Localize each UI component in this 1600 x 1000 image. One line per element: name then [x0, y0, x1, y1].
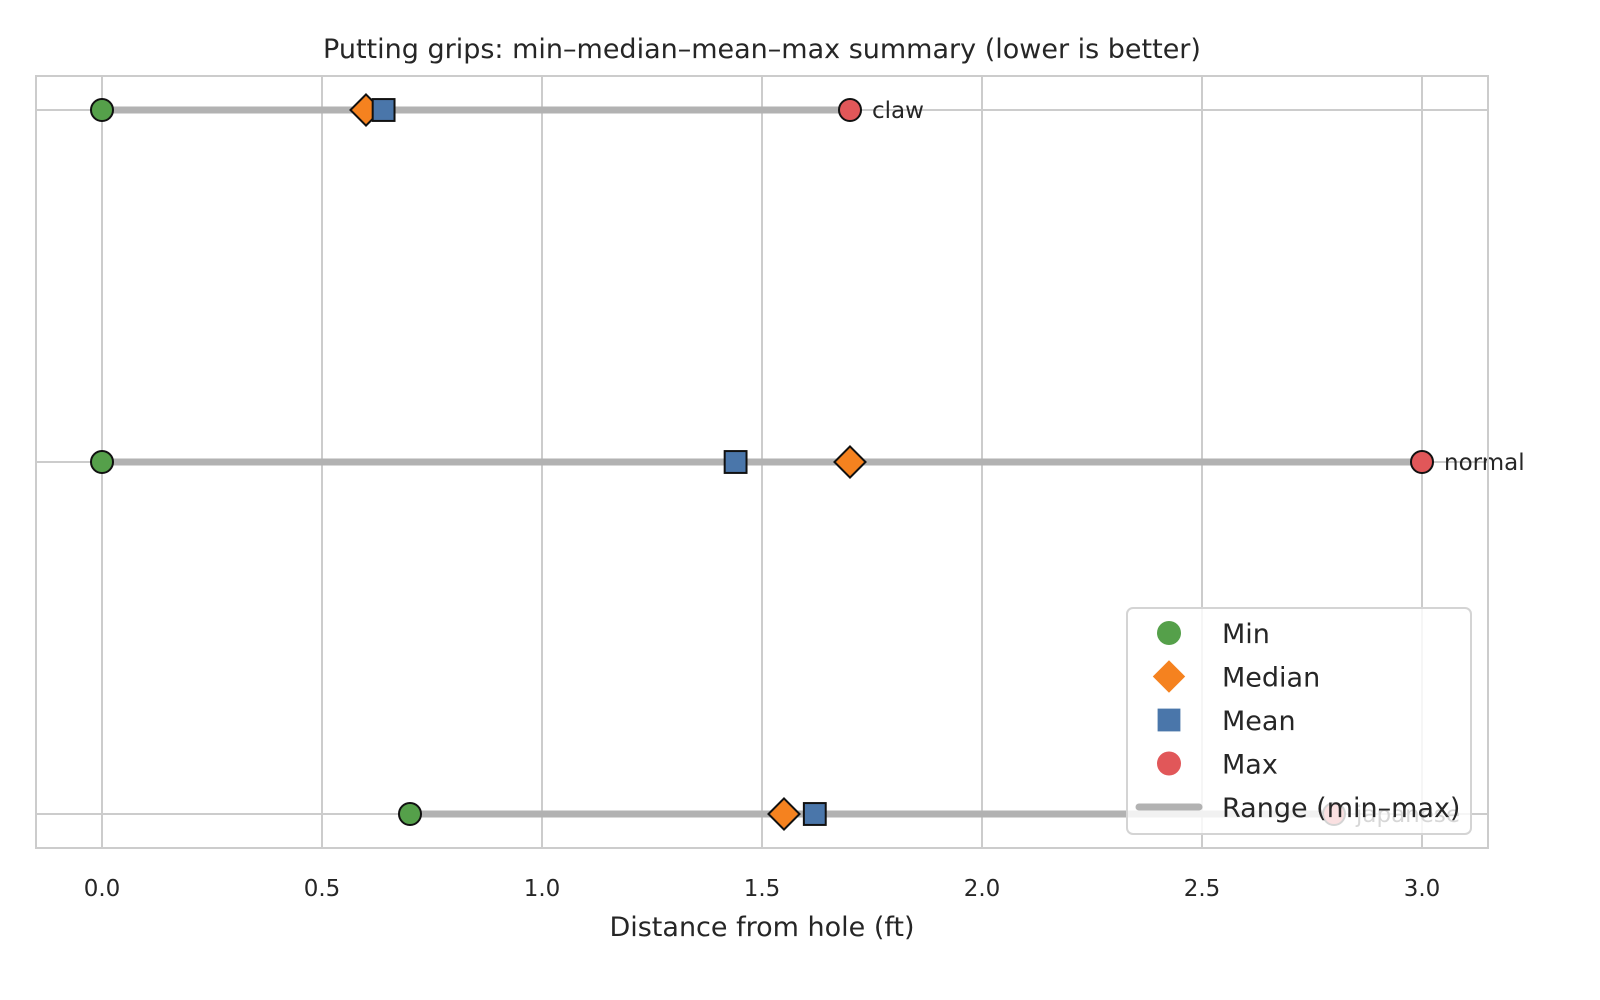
- legend-marker-max: [1157, 751, 1181, 776]
- legend-item-max: Max: [1157, 750, 1278, 781]
- legend: Min Median Mean Max Range (min–max): [1126, 607, 1472, 835]
- mean-marker: [723, 450, 748, 474]
- min-marker: [90, 98, 114, 122]
- x-tick-label: 3.0: [1404, 876, 1441, 902]
- x-tick-label: 2.0: [964, 876, 1001, 902]
- max-marker: [1410, 450, 1434, 474]
- legend-marker-median: [1152, 660, 1186, 693]
- legend-label-range: Range (min–max): [1222, 793, 1460, 824]
- legend-label-min: Min: [1222, 619, 1270, 650]
- x-ticks: 0.0 0.5 1.0 1.5 2.0 2.5 3.0: [84, 876, 1441, 902]
- rows: clawnormaljapanese: [90, 93, 1525, 831]
- chart-title: Putting grips: min–median–mean–max summa…: [323, 34, 1201, 65]
- max-marker: [838, 98, 862, 122]
- x-tick-label: 0.0: [84, 876, 121, 902]
- legend-box: [1126, 607, 1472, 835]
- legend-label-max: Max: [1222, 750, 1278, 781]
- row-normal: normal: [90, 445, 1525, 479]
- row-label-normal: normal: [1444, 450, 1525, 476]
- row-claw: claw: [90, 93, 924, 127]
- legend-item-range: Range (min–max): [1135, 793, 1460, 824]
- legend-marker-mean: [1157, 708, 1181, 732]
- min-marker: [398, 802, 422, 826]
- median-marker: [767, 797, 801, 831]
- legend-label-mean: Mean: [1222, 706, 1296, 737]
- x-tick-label: 2.5: [1184, 876, 1221, 902]
- mean-marker: [371, 98, 396, 122]
- median-marker: [833, 445, 867, 479]
- legend-item-mean: Mean: [1157, 706, 1296, 737]
- plot-frame: [35, 75, 1489, 849]
- x-axis-label: Distance from hole (ft): [609, 912, 914, 943]
- legend-item-min: Min: [1157, 619, 1270, 650]
- min-marker: [90, 450, 114, 474]
- mean-marker: [802, 802, 827, 826]
- row-label-claw: claw: [872, 98, 924, 124]
- legend-marker-min: [1157, 621, 1181, 645]
- legend-label-median: Median: [1222, 663, 1320, 694]
- x-tick-label: 0.5: [304, 876, 341, 902]
- x-tick-label: 1.0: [524, 876, 561, 902]
- x-tick-label: 1.5: [744, 876, 781, 902]
- legend-item-median: Median: [1152, 660, 1320, 694]
